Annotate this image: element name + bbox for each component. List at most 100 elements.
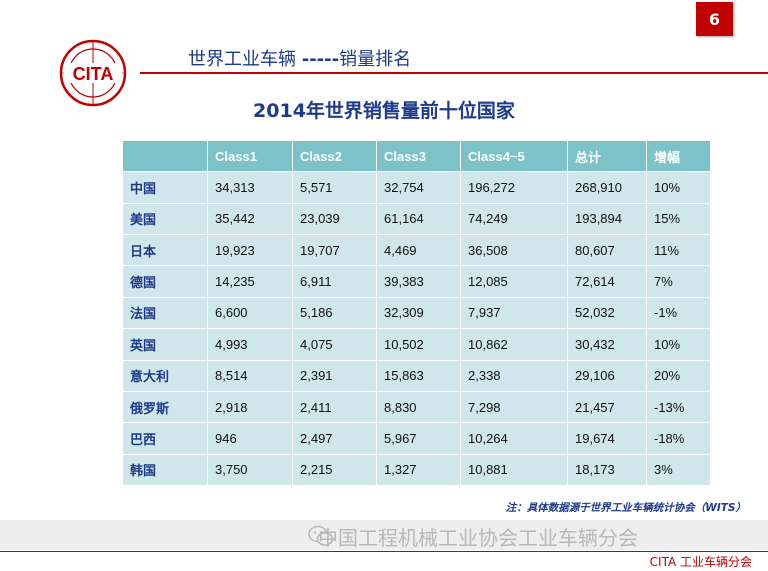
- value-cell: 5,967: [377, 423, 460, 454]
- value-cell: 10%: [647, 329, 710, 360]
- value-cell: 6,911: [293, 266, 376, 297]
- country-cell: 意大利: [123, 360, 207, 391]
- cita-logo: CITA: [59, 39, 127, 107]
- value-cell: 11%: [647, 235, 710, 266]
- value-cell: 19,707: [293, 235, 376, 266]
- header-divider: [140, 72, 768, 74]
- table-row: 巴西 946 2,497 5,967 10,264 19,674 -18%: [123, 423, 710, 454]
- country-cell: 德国: [123, 266, 207, 297]
- country-cell: 英国: [123, 329, 207, 360]
- source-note: 注：具体数据源于世界工业车辆统计协会（WITS）: [505, 502, 746, 514]
- value-cell: 7,937: [461, 297, 567, 329]
- country-cell: 法国: [123, 297, 207, 329]
- country-cell: 俄罗斯: [123, 391, 207, 423]
- table-header-cell: 总计: [568, 141, 646, 172]
- value-cell: 74,249: [461, 203, 567, 235]
- value-cell: 2,391: [293, 360, 376, 391]
- svg-text:CITA: CITA: [73, 64, 114, 84]
- value-cell: 193,894: [568, 203, 646, 235]
- country-cell: 中国: [123, 172, 207, 203]
- value-cell: 2,411: [293, 391, 376, 423]
- country-cell: 美国: [123, 203, 207, 235]
- value-cell: 7,298: [461, 391, 567, 423]
- footer-band: [0, 520, 768, 550]
- value-cell: 2,497: [293, 423, 376, 454]
- table-row: 中国 34,313 5,571 32,754 196,272 268,910 10%: [123, 172, 710, 203]
- value-cell: 5,186: [293, 297, 376, 329]
- page-number-badge: 6: [696, 2, 733, 36]
- value-cell: 5,571: [293, 172, 376, 203]
- value-cell: 19,923: [208, 235, 292, 266]
- value-cell: 2,338: [461, 360, 567, 391]
- value-cell: 30,432: [568, 329, 646, 360]
- value-cell: 29,106: [568, 360, 646, 391]
- value-cell: 10,264: [461, 423, 567, 454]
- value-cell: 2,918: [208, 391, 292, 423]
- value-cell: 21,457: [568, 391, 646, 423]
- value-cell: 4,075: [293, 329, 376, 360]
- value-cell: 52,032: [568, 297, 646, 329]
- country-cell: 日本: [123, 235, 207, 266]
- table-header-cell: Class4~5: [461, 141, 567, 172]
- table-row: 意大利 8,514 2,391 15,863 2,338 29,106 20%: [123, 360, 710, 391]
- value-cell: 196,272: [461, 172, 567, 203]
- table-row: 德国 14,235 6,911 39,383 12,085 72,614 7%: [123, 266, 710, 297]
- table-header-cell: 增幅: [647, 141, 710, 172]
- table-header-cell: Class1: [208, 141, 292, 172]
- header-title: 世界工业车辆 -----销量排名: [188, 45, 411, 71]
- value-cell: 7%: [647, 266, 710, 297]
- footer-divider: [0, 551, 768, 552]
- sales-ranking-table: Class1 Class2 Class3 Class4~5 总计 增幅 中国 34,313 5,…: [122, 140, 711, 486]
- value-cell: 19,674: [568, 423, 646, 454]
- country-cell: 韩国: [123, 454, 207, 485]
- value-cell: 1,327: [377, 454, 460, 485]
- value-cell: 14,235: [208, 266, 292, 297]
- watermark-text: 中国工程机械工业协会工业车辆分会: [318, 526, 638, 550]
- value-cell: 6,600: [208, 297, 292, 329]
- header-title-separator: -----: [301, 49, 340, 70]
- table-row: 法国 6,600 5,186 32,309 7,937 52,032 -1%: [123, 297, 710, 329]
- value-cell: 8,514: [208, 360, 292, 391]
- value-cell: 10,502: [377, 329, 460, 360]
- value-cell: 80,607: [568, 235, 646, 266]
- value-cell: 4,469: [377, 235, 460, 266]
- value-cell: 18,173: [568, 454, 646, 485]
- value-cell: -13%: [647, 391, 710, 423]
- table-header-cell: Class3: [377, 141, 460, 172]
- value-cell: 39,383: [377, 266, 460, 297]
- value-cell: 10%: [647, 172, 710, 203]
- value-cell: 15%: [647, 203, 710, 235]
- value-cell: 32,754: [377, 172, 460, 203]
- value-cell: 4,993: [208, 329, 292, 360]
- table-header-cell: Class2: [293, 141, 376, 172]
- value-cell: 61,164: [377, 203, 460, 235]
- table-header-cell: [123, 141, 207, 172]
- value-cell: 34,313: [208, 172, 292, 203]
- value-cell: 10,881: [461, 454, 567, 485]
- value-cell: 20%: [647, 360, 710, 391]
- table-row: 俄罗斯 2,918 2,411 8,830 7,298 21,457 -13%: [123, 391, 710, 423]
- value-cell: 8,830: [377, 391, 460, 423]
- value-cell: 268,910: [568, 172, 646, 203]
- table-title: 2014年世界销售量前十位国家: [253, 100, 515, 122]
- value-cell: 36,508: [461, 235, 567, 266]
- table-header-row: Class1 Class2 Class3 Class4~5 总计 增幅: [123, 141, 710, 172]
- header-title-right: 销量排名: [339, 49, 412, 70]
- value-cell: 72,614: [568, 266, 646, 297]
- table-row: 韩国 3,750 2,215 1,327 10,881 18,173 3%: [123, 454, 710, 485]
- footer-org: CITA 工业车辆分会: [649, 555, 752, 569]
- wechat-icon: [308, 525, 334, 546]
- header-title-left: 世界工业车辆: [188, 49, 296, 70]
- value-cell: 3%: [647, 454, 710, 485]
- value-cell: 32,309: [377, 297, 460, 329]
- value-cell: 2,215: [293, 454, 376, 485]
- value-cell: -18%: [647, 423, 710, 454]
- value-cell: 946: [208, 423, 292, 454]
- value-cell: 35,442: [208, 203, 292, 235]
- value-cell: 15,863: [377, 360, 460, 391]
- value-cell: -1%: [647, 297, 710, 329]
- table-row: 美国 35,442 23,039 61,164 74,249 193,894 15%: [123, 203, 710, 235]
- table-row: 日本 19,923 19,707 4,469 36,508 80,607 11%: [123, 235, 710, 266]
- country-cell: 巴西: [123, 423, 207, 454]
- value-cell: 23,039: [293, 203, 376, 235]
